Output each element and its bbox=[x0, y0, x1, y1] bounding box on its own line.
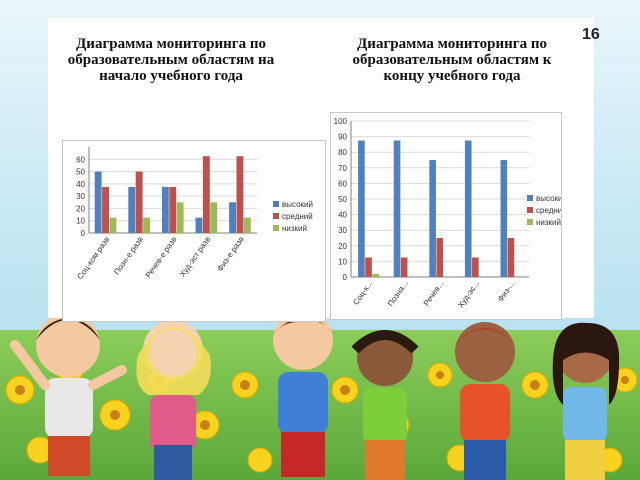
legend-swatch bbox=[273, 201, 279, 207]
chart-end-of-year: 0 10 20 30 40 50 60 70 80 90 100 Соц-к... Позна... Ре… bbox=[330, 112, 567, 320]
x-tick-label: Худ-эс... bbox=[456, 279, 481, 310]
x-tick-label: Речев-е разв bbox=[144, 235, 179, 280]
x-tick-label: Соц-к... bbox=[351, 279, 374, 307]
bar-high bbox=[358, 140, 365, 277]
x-tick-label: Позна... bbox=[386, 279, 410, 308]
bar-medium bbox=[169, 186, 177, 233]
legend-label: высокий bbox=[282, 200, 313, 209]
bar-high bbox=[393, 140, 401, 277]
bar-high bbox=[500, 160, 508, 277]
bar-medium bbox=[236, 156, 244, 233]
legend-swatch bbox=[273, 225, 279, 231]
y-tick-label: 40 bbox=[338, 211, 347, 220]
legend-label: средний bbox=[282, 212, 313, 221]
y-tick-label: 80 bbox=[338, 148, 347, 157]
child-illustration-1 bbox=[10, 313, 127, 476]
legend-label: высокий bbox=[536, 194, 561, 203]
child-illustration-2 bbox=[136, 320, 211, 480]
bar-low bbox=[143, 217, 150, 233]
bar-high bbox=[429, 160, 436, 277]
bar-medium bbox=[472, 257, 479, 277]
y-tick-label: 0 bbox=[343, 273, 348, 282]
y-tick-label: 60 bbox=[338, 179, 347, 188]
legend-swatch bbox=[527, 195, 533, 201]
page-number: 16 bbox=[582, 26, 600, 43]
x-tick-label: Худ-эст разв bbox=[178, 235, 212, 279]
bar-high bbox=[128, 186, 136, 233]
bar-medium bbox=[436, 238, 444, 277]
y-tick-label: 50 bbox=[338, 195, 347, 204]
bar-high bbox=[161, 186, 169, 233]
y-tick-label: 20 bbox=[76, 204, 85, 213]
bar-low bbox=[109, 217, 117, 233]
y-tick-label: 10 bbox=[76, 217, 85, 226]
bar-medium bbox=[202, 156, 210, 233]
y-tick-label: 30 bbox=[338, 226, 347, 235]
bar-high bbox=[94, 171, 102, 233]
bar-low bbox=[372, 273, 379, 277]
bar-medium bbox=[365, 257, 372, 277]
bar-low bbox=[176, 202, 184, 233]
y-tick-label: 30 bbox=[76, 192, 85, 201]
child-illustration-3 bbox=[273, 310, 336, 477]
legend-swatch bbox=[527, 219, 533, 225]
bar-low bbox=[243, 217, 251, 233]
chart-end-of-year-svg: 0 10 20 30 40 50 60 70 80 90 100 Соц-к... Позна... Ре… bbox=[334, 117, 567, 310]
y-tick-label: 0 bbox=[81, 229, 86, 238]
chart-start-of-year-svg: 0 10 20 30 40 50 60 Соц-ком разв Позн-е развРече… bbox=[75, 147, 313, 281]
x-tick-label: Позн-е разв bbox=[112, 235, 145, 276]
legend-label: средний bbox=[536, 206, 561, 215]
chart-start-of-year: 0 10 20 30 40 50 60 Соц-ком разв Позн-е разв Рече… bbox=[62, 140, 326, 322]
chart-title-end-of-year: Диаграмма мониторинга по образовательным… bbox=[352, 36, 552, 84]
x-tick-label: Физ-е разв bbox=[215, 235, 245, 273]
child-illustration-6 bbox=[552, 322, 620, 480]
x-tick-label: Речев... bbox=[422, 279, 446, 308]
bar-medium bbox=[507, 238, 515, 277]
legend-swatch bbox=[273, 213, 279, 219]
y-tick-label: 50 bbox=[76, 168, 85, 177]
x-tick-label: Физ-... bbox=[496, 279, 517, 303]
legend-swatch bbox=[527, 207, 533, 213]
bar-high bbox=[195, 217, 203, 233]
legend-label: низкий bbox=[536, 218, 561, 227]
bar-low bbox=[210, 202, 218, 233]
y-tick-label: 60 bbox=[76, 155, 85, 164]
legend-label: низкий bbox=[282, 224, 307, 233]
y-tick-label: 90 bbox=[338, 133, 347, 142]
y-tick-label: 40 bbox=[76, 180, 85, 189]
bar-high bbox=[229, 202, 237, 233]
y-tick-label: 70 bbox=[338, 164, 347, 173]
bar-medium bbox=[135, 171, 143, 233]
bar-medium bbox=[400, 257, 408, 277]
bar-high bbox=[464, 140, 472, 277]
child-illustration-4 bbox=[351, 330, 419, 480]
bar-medium bbox=[102, 186, 109, 233]
x-tick-label: Соц-ком разв bbox=[75, 235, 111, 281]
chart-title-start-of-year: Диаграмма мониторинга по образовательным… bbox=[67, 36, 275, 84]
y-tick-label: 10 bbox=[338, 257, 347, 266]
y-tick-label: 20 bbox=[338, 242, 347, 251]
child-illustration-5 bbox=[452, 322, 518, 480]
y-tick-label: 100 bbox=[334, 117, 348, 126]
